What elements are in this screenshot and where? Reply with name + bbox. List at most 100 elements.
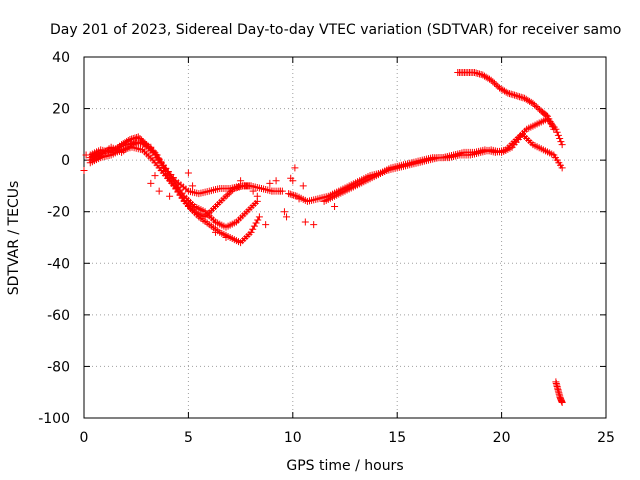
data-point xyxy=(504,89,512,97)
y-tick-label: -20 xyxy=(47,205,70,221)
data-point xyxy=(534,104,542,112)
data-point xyxy=(152,150,160,158)
data-point xyxy=(531,101,539,109)
data-point xyxy=(491,79,499,87)
y-tick-label: -80 xyxy=(47,359,70,375)
data-point xyxy=(249,225,257,233)
x-axis-label: GPS time / hours xyxy=(286,458,403,474)
data-point xyxy=(157,158,165,166)
data-series xyxy=(80,68,566,407)
data-point xyxy=(225,189,233,197)
data-point xyxy=(276,187,284,195)
data-point xyxy=(310,221,318,229)
data-point xyxy=(286,190,294,198)
data-point xyxy=(224,191,232,199)
data-point xyxy=(254,216,262,224)
data-point xyxy=(511,91,519,99)
data-point xyxy=(222,192,230,200)
data-point xyxy=(189,182,197,190)
data-point xyxy=(262,221,270,229)
data-point xyxy=(558,141,566,149)
data-point xyxy=(212,228,220,236)
grid xyxy=(84,57,606,418)
y-axis-label: SDTVAR / TECUs xyxy=(6,181,22,296)
y-tick-label: 0 xyxy=(61,153,70,169)
series-arc-f xyxy=(320,130,566,205)
data-point xyxy=(266,179,274,187)
data-point xyxy=(283,213,291,221)
x-tick-label: 10 xyxy=(284,430,302,446)
data-point xyxy=(268,187,276,195)
data-point xyxy=(550,125,558,133)
data-point xyxy=(509,91,517,99)
data-point xyxy=(250,222,258,230)
series-band xyxy=(89,146,252,218)
data-point xyxy=(126,136,134,144)
series-band xyxy=(323,133,563,203)
data-point xyxy=(285,190,293,198)
data-point xyxy=(151,172,159,180)
data-point xyxy=(558,399,566,407)
data-point xyxy=(489,78,497,86)
data-point xyxy=(247,228,255,236)
y-tick-label: -100 xyxy=(38,411,70,427)
data-point xyxy=(553,128,561,136)
data-point xyxy=(290,191,298,199)
data-point xyxy=(166,192,174,200)
data-point xyxy=(252,219,260,227)
data-point xyxy=(477,71,485,79)
data-point xyxy=(241,182,249,190)
series-arc-h xyxy=(552,378,566,407)
series-arc-g xyxy=(454,68,558,133)
data-point xyxy=(519,94,527,102)
data-point xyxy=(532,103,540,111)
data-point xyxy=(291,164,299,172)
x-tick-label: 5 xyxy=(184,430,193,446)
data-point xyxy=(255,213,263,221)
data-point xyxy=(227,188,235,196)
data-point xyxy=(529,99,537,107)
data-point xyxy=(512,92,520,100)
data-point xyxy=(149,147,157,155)
data-point xyxy=(301,218,309,226)
scattered-points xyxy=(80,151,339,241)
data-point xyxy=(82,151,90,159)
data-point xyxy=(506,90,514,98)
data-point xyxy=(556,134,564,142)
y-tick-label: 20 xyxy=(52,102,70,118)
data-point xyxy=(253,192,261,200)
x-tick-label: 20 xyxy=(493,430,511,446)
data-point xyxy=(155,187,163,195)
data-point xyxy=(299,182,307,190)
data-point xyxy=(272,177,280,185)
axis-ticks: 0 5 10 15 20 25 -100 -80 -60 -40 -20 0 20 40 xyxy=(38,50,615,446)
data-point xyxy=(492,81,500,89)
data-point xyxy=(154,154,162,162)
data-point xyxy=(542,111,550,119)
plot-frame xyxy=(83,56,607,419)
data-point xyxy=(474,70,482,78)
data-point xyxy=(288,191,296,199)
data-point xyxy=(475,70,483,78)
data-point xyxy=(487,76,495,84)
data-point xyxy=(554,131,562,139)
y-tick-label: 40 xyxy=(52,50,70,66)
y-tick-label: -60 xyxy=(47,308,70,324)
data-point xyxy=(237,177,245,185)
data-point xyxy=(80,166,88,174)
data-point xyxy=(507,90,515,98)
data-point xyxy=(502,88,510,96)
data-point xyxy=(289,177,297,185)
x-tick-label: 15 xyxy=(388,430,406,446)
data-point xyxy=(295,195,303,203)
series-arc-c xyxy=(86,143,255,221)
data-point xyxy=(280,208,288,216)
data-point xyxy=(517,93,525,101)
data-point xyxy=(249,187,257,195)
data-point xyxy=(147,179,155,187)
data-point xyxy=(131,134,139,142)
data-point xyxy=(147,143,155,151)
chart-title: Day 201 of 2023, Sidereal Day-to-day VTE… xyxy=(50,22,621,38)
data-point xyxy=(557,138,565,146)
